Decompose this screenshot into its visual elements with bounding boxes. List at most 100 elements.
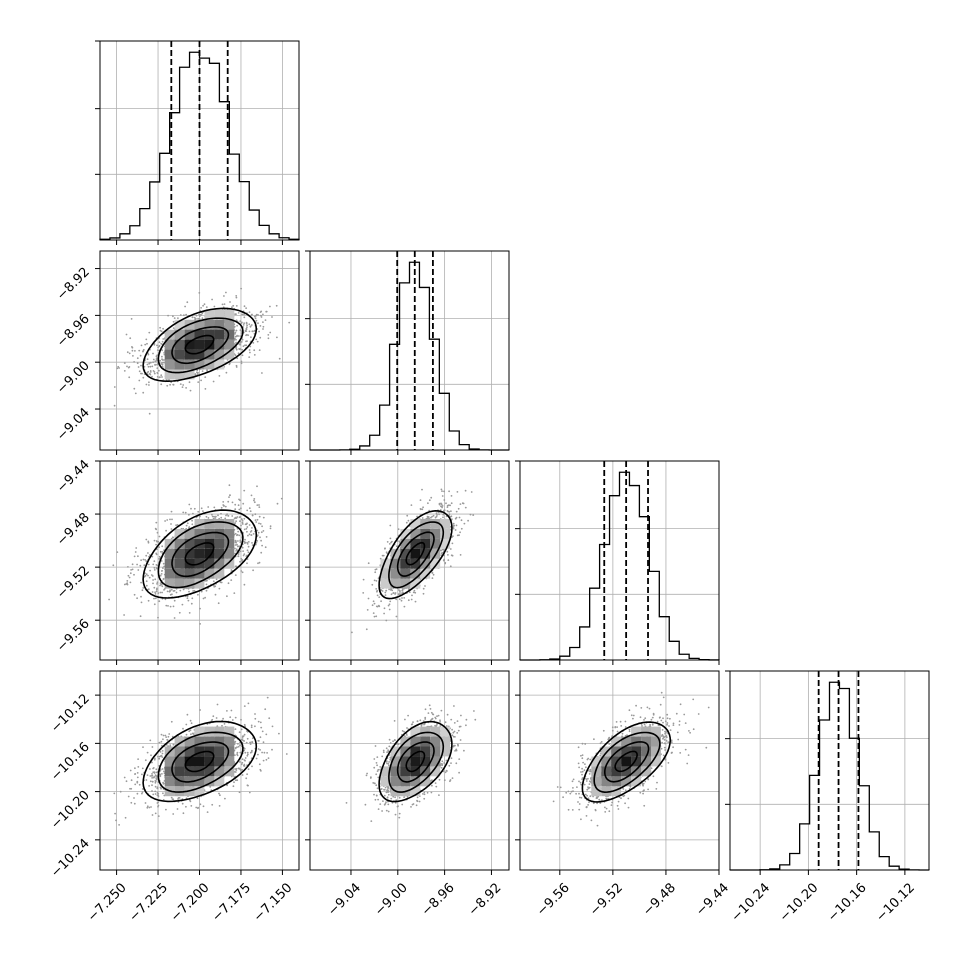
scatter-point	[163, 361, 165, 364]
scatter-point	[183, 314, 185, 317]
scatter-point	[185, 805, 187, 808]
scatter-point	[234, 331, 237, 334]
scatter-point	[244, 344, 246, 347]
scatter-point	[160, 570, 163, 572]
scatter-point	[137, 569, 140, 571]
scatter-point	[154, 527, 157, 530]
scatter-point	[134, 767, 136, 770]
scatter-point	[224, 505, 227, 508]
scatter-point	[234, 503, 237, 506]
scatter-point	[249, 510, 252, 513]
scatter-point	[151, 814, 154, 816]
scatter-point	[259, 536, 261, 539]
scatter-point	[217, 514, 219, 517]
scatter-point	[235, 348, 238, 351]
scatter-point	[374, 571, 377, 574]
scatter-point	[153, 569, 156, 571]
scatter-point	[395, 615, 398, 618]
scatter-point	[373, 602, 376, 605]
scatter-point	[205, 306, 208, 308]
scatter-point	[236, 334, 239, 337]
scatter-point	[455, 510, 458, 513]
scatter-point	[136, 776, 139, 779]
scatter-point	[242, 345, 245, 348]
scatter-point	[220, 512, 222, 515]
scatter-point	[148, 384, 150, 386]
scatter-point	[256, 340, 259, 343]
scatter-point	[235, 295, 238, 297]
scatter-point	[389, 537, 392, 540]
scatter-point	[161, 359, 164, 361]
scatter-point	[436, 514, 438, 516]
scatter-point	[239, 499, 241, 502]
scatter-point	[254, 513, 257, 516]
scatter-point	[161, 340, 164, 343]
scatter-point	[222, 504, 225, 506]
scatter-point	[249, 325, 252, 328]
scatter-point	[199, 515, 201, 518]
scatter-point	[383, 612, 385, 615]
scatter-point	[201, 370, 204, 372]
scatter-point	[250, 534, 253, 536]
scatter-point	[192, 590, 195, 592]
scatter-point	[159, 359, 162, 362]
scatter-point	[248, 311, 251, 313]
scatter-point	[243, 517, 246, 520]
scatter-point	[156, 540, 159, 543]
scatter-point	[128, 376, 131, 379]
scatter-point	[400, 599, 403, 602]
scatter-point	[130, 779, 133, 782]
scatter-point	[239, 516, 242, 518]
scatter-point	[232, 785, 235, 788]
scatter-point	[151, 591, 154, 593]
scatter-point	[155, 567, 158, 570]
scatter-point	[170, 588, 173, 591]
density-cell	[214, 329, 225, 340]
scatter-point	[175, 591, 178, 594]
scatter-point	[397, 528, 400, 531]
scatter-point	[202, 304, 205, 307]
scatter-point	[389, 589, 392, 591]
scatter-point	[198, 318, 201, 320]
scatter-point	[234, 517, 237, 520]
scatter-point	[240, 728, 243, 731]
scatter-point	[194, 373, 197, 375]
scatter-point	[179, 314, 182, 316]
scatter-point	[234, 544, 237, 546]
scatter-point	[134, 551, 137, 553]
scatter-point	[243, 583, 246, 586]
scatter-point	[264, 546, 267, 549]
scatter-point	[246, 509, 249, 512]
scatter-point	[389, 524, 392, 527]
scatter-point	[153, 603, 156, 606]
scatter-point	[375, 588, 378, 590]
scatter-point	[161, 773, 163, 775]
scatter-point	[147, 563, 150, 566]
scatter-point	[190, 733, 192, 736]
scatter-point	[156, 372, 159, 375]
scatter-point	[411, 594, 413, 597]
scatter-point	[367, 562, 370, 565]
scatter-point	[218, 805, 221, 807]
scatter-point	[386, 541, 389, 543]
scatter-point	[250, 530, 253, 532]
scatter-point	[108, 598, 110, 601]
scatter-point	[243, 313, 245, 316]
scatter-point	[250, 324, 253, 326]
scatter-point	[155, 775, 158, 777]
scatter-point	[197, 317, 200, 320]
scatter-point	[199, 309, 202, 312]
density-cell	[224, 529, 235, 539]
scatter-point	[366, 609, 369, 611]
scatter-point	[234, 522, 237, 524]
scatter-point	[269, 527, 272, 530]
scatter-point	[388, 543, 391, 545]
scatter-point	[227, 514, 230, 517]
scatter-point	[171, 518, 173, 521]
scatter-point	[394, 592, 397, 594]
scatter-point	[147, 599, 150, 602]
scatter-point	[156, 349, 159, 351]
scatter-point	[207, 517, 210, 519]
scatter-point	[244, 538, 246, 541]
scatter-point	[182, 511, 185, 514]
